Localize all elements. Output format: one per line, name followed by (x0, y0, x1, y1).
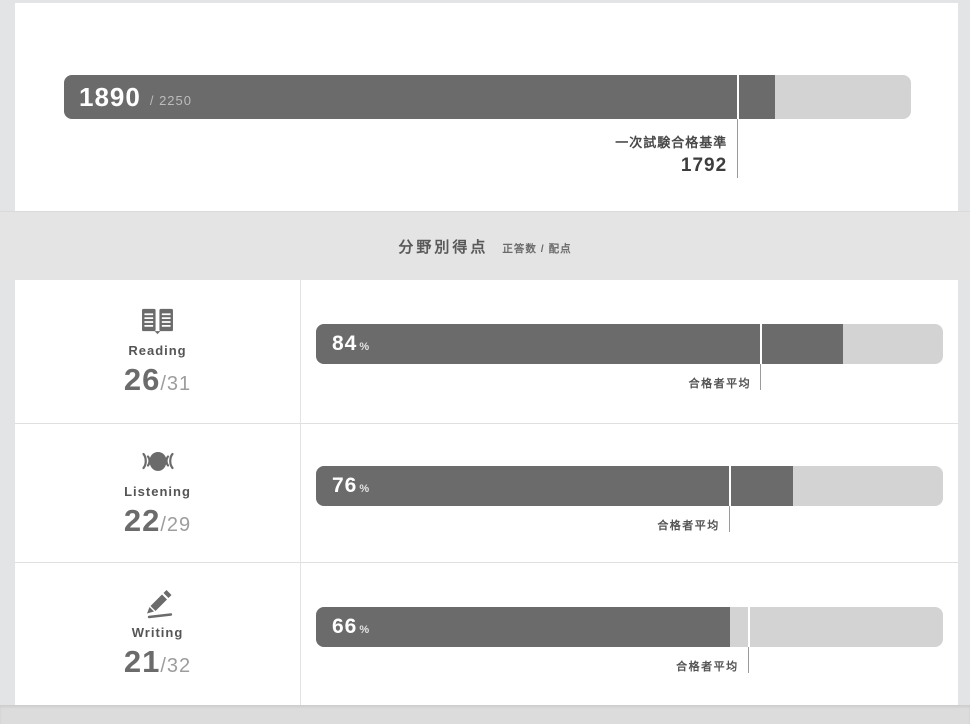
average-marker-label: 合格者平均 (657, 520, 720, 532)
pencil-icon (141, 588, 175, 620)
category-score: 22/29 (124, 503, 191, 539)
overall-score-max: / 2250 (149, 92, 192, 108)
overall-score-bar: 1890 / 2250 (64, 75, 911, 178)
category-score: 21/32 (124, 644, 191, 680)
overall-score-value: 1890 (79, 81, 141, 112)
pass-mark-label: 一次試験合格基準 (615, 135, 728, 150)
average-marker-callout: 合格者平均 (689, 374, 762, 392)
category-score-value: 22 (123, 503, 161, 538)
section-title: 分野別得点 (398, 238, 489, 256)
category-score-bar: 66% (316, 607, 943, 673)
average-marker-label: 合格者平均 (688, 378, 752, 390)
category-score-bar: 84% (316, 324, 943, 390)
overall-score-fill: 1890 / 2250 (64, 75, 776, 119)
category-bar-area: 84% 合格者平均 (316, 324, 943, 416)
category-score-fill: 66% (316, 607, 730, 647)
category-percent-value: 66 (332, 615, 358, 638)
category-info-reading: Reading 26/31 (15, 280, 300, 423)
category-label: Reading (128, 342, 187, 358)
listening-icon (135, 447, 181, 479)
category-percent-value: 84 (332, 332, 358, 355)
category-row-listening: Listening 22/29 76% 合格者平均 (15, 424, 958, 563)
category-info-writing: Writing 21/32 (15, 563, 300, 705)
category-bar-area: 76% 合格者平均 (316, 466, 943, 558)
category-score-fill: 84% (316, 324, 843, 364)
average-marker-line-on-bar (760, 324, 763, 364)
pass-mark-callout: 一次試験合格基準 1792 (615, 132, 738, 177)
section-subtitle: 正答数 / 配点 (502, 242, 572, 255)
category-score-max: /31 (160, 372, 192, 395)
category-score: 26/31 (124, 362, 191, 398)
category-score-max: /32 (160, 655, 192, 677)
category-label: Writing (131, 625, 184, 640)
average-marker-line-tail (747, 647, 749, 673)
book-open-icon (139, 306, 176, 338)
average-marker-line-tail (728, 506, 730, 532)
pass-mark-value: 1792 (680, 155, 728, 176)
category-score-fill: 76% (316, 466, 793, 506)
category-score-max: /29 (160, 514, 192, 536)
average-marker-line-tail (760, 364, 762, 390)
average-marker-callout: 合格者平均 (676, 657, 749, 675)
category-bar-area: 66% 合格者平均 (316, 607, 943, 699)
category-score-bar: 76% (316, 466, 943, 532)
category-percent-unit: % (359, 483, 370, 495)
bottom-band (0, 705, 970, 724)
category-row-reading: Reading 26/31 84% 合格者平均 (15, 280, 958, 424)
category-percent-unit: % (359, 624, 370, 636)
average-marker-line-on-bar (747, 607, 750, 647)
category-row-writing: Writing 21/32 66% 合格者平均 (15, 563, 958, 705)
average-marker-callout: 合格者平均 (657, 516, 730, 534)
category-percent-unit: % (359, 341, 370, 353)
overall-score-section: 1890 / 2250 一次試験合格基準 1792 (64, 75, 911, 185)
average-marker-label: 合格者平均 (676, 661, 739, 673)
category-label: Listening (124, 484, 191, 499)
category-percent-value: 76 (332, 474, 358, 497)
category-score-value: 26 (123, 361, 161, 397)
pass-mark-line-tail (737, 119, 739, 178)
pass-mark-line-on-bar (737, 75, 740, 119)
category-info-listening: Listening 22/29 (15, 424, 300, 562)
average-marker-line-on-bar (728, 466, 731, 506)
category-score-value: 21 (123, 644, 161, 679)
section-header-band: 分野別得点 正答数 / 配点 (0, 211, 970, 280)
